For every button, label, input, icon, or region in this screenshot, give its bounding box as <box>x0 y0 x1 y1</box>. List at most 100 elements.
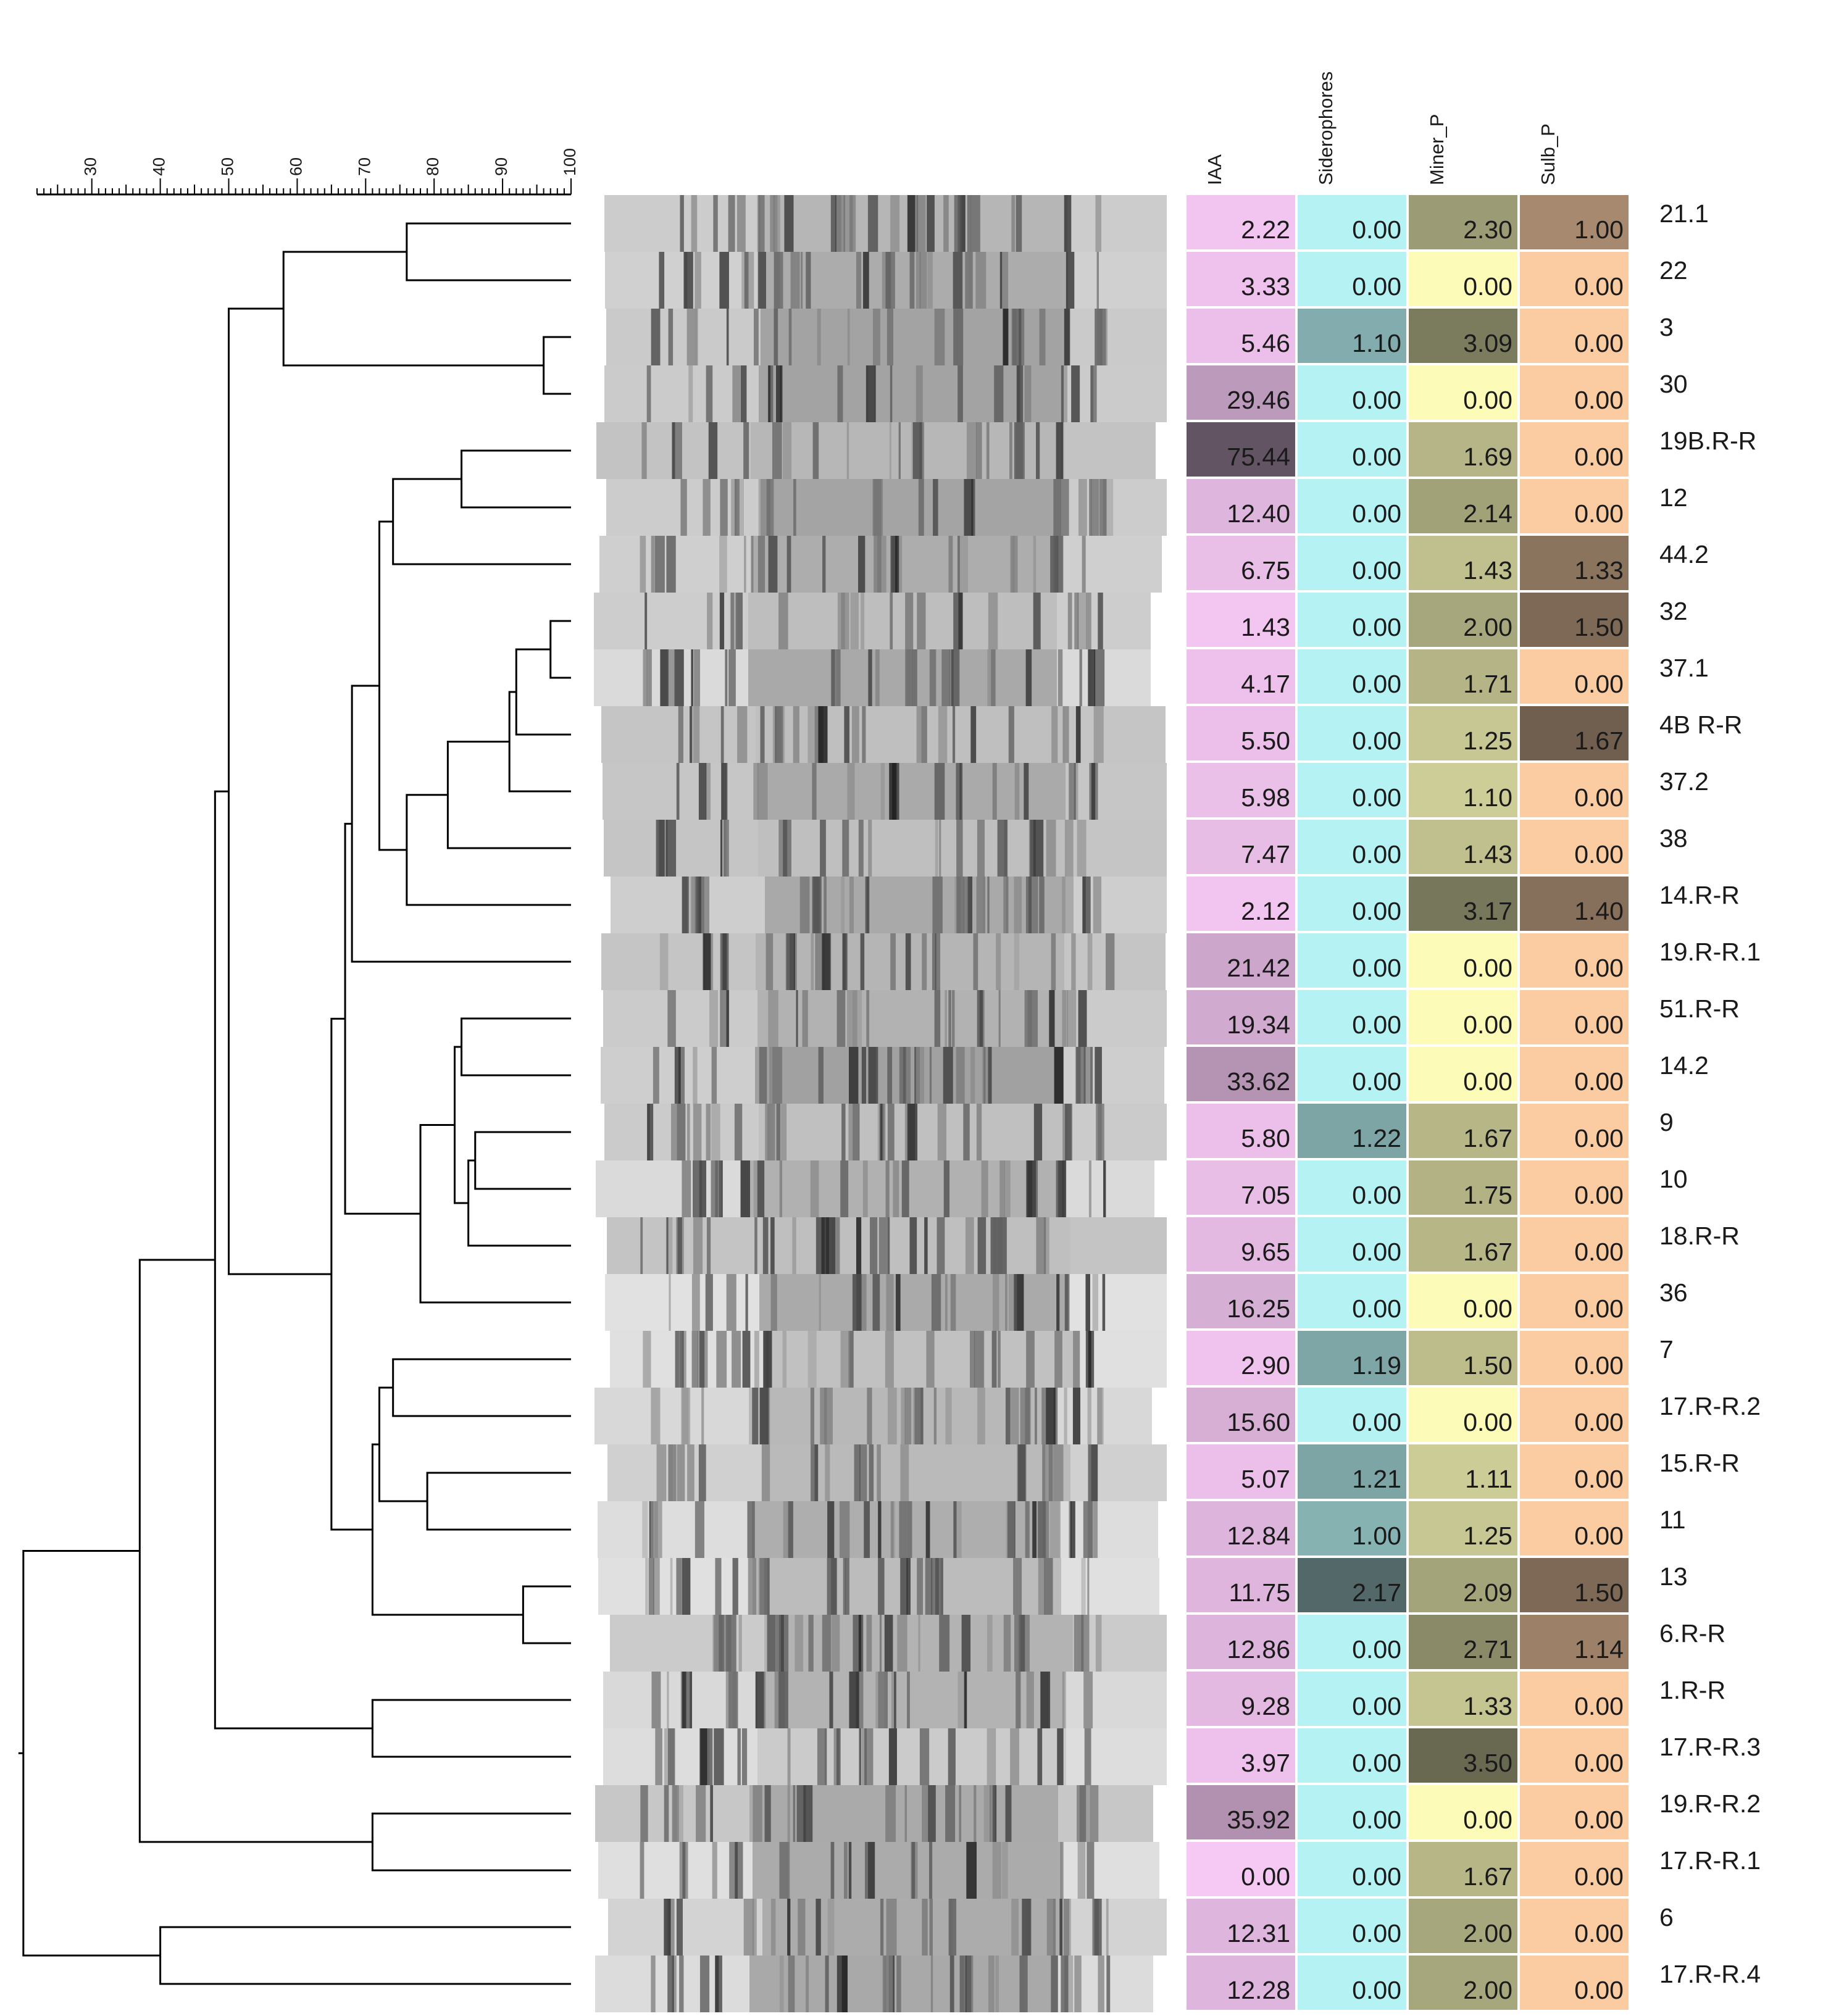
value-cell-text: 1.00 <box>1352 1522 1401 1550</box>
gel-band <box>993 1217 1003 1274</box>
gel-band <box>911 1842 918 1899</box>
strain-label: 18.R-R <box>1659 1222 1740 1250</box>
strain-label: 19.R-R.1 <box>1659 938 1761 966</box>
gel-band <box>953 593 963 649</box>
gel-smear <box>757 990 1066 1047</box>
gel-band <box>999 252 1003 309</box>
gel-band <box>655 536 665 593</box>
value-cell-text: 0.00 <box>1352 783 1401 812</box>
value-cell <box>1409 252 1517 306</box>
gel-band <box>774 252 783 309</box>
value-cell-text: 5.80 <box>1241 1124 1290 1152</box>
value-cell-text: 75.44 <box>1227 443 1290 471</box>
gel-band <box>943 1047 953 1104</box>
value-cell-text: 6.75 <box>1241 556 1290 585</box>
gel-band <box>686 309 698 365</box>
gel-band <box>1007 1501 1016 1558</box>
gel-band <box>954 195 961 252</box>
gel-band <box>827 1558 837 1615</box>
gel-band <box>1077 1842 1086 1899</box>
gel-band <box>905 593 914 649</box>
value-cell <box>1298 1672 1406 1726</box>
gel-band <box>666 536 676 593</box>
value-cell-text: 0.00 <box>1574 1124 1624 1152</box>
gel-band <box>814 1444 819 1501</box>
dendrogram-branch <box>378 520 407 851</box>
gel-band <box>994 365 1004 422</box>
gel-band <box>846 422 849 479</box>
gel-band <box>953 1501 957 1558</box>
gel-band <box>880 763 885 820</box>
gel-band <box>676 1217 684 1274</box>
gel-band <box>660 649 669 706</box>
gel-band <box>1005 1388 1011 1444</box>
value-cell-text: 0.00 <box>1352 1238 1401 1266</box>
gel-band <box>680 1672 686 1728</box>
gel-band <box>744 536 746 593</box>
gel-band <box>720 933 729 990</box>
gel-band <box>1072 1388 1080 1444</box>
strain-label: 9 <box>1659 1108 1674 1136</box>
value-cell-text: 0.00 <box>1574 1465 1624 1493</box>
value-cell-text: 3.50 <box>1463 1749 1512 1777</box>
gel-band <box>853 990 862 1047</box>
value-cell-text: 0.00 <box>1574 1408 1624 1436</box>
strain-label: 10 <box>1659 1165 1688 1193</box>
gel-band <box>996 1217 1007 1274</box>
gel-band <box>1061 365 1064 422</box>
gel-band <box>785 933 790 990</box>
gel-band <box>1013 1558 1022 1615</box>
gel-band <box>1064 1274 1070 1331</box>
value-cell <box>1409 820 1517 874</box>
gel-band <box>933 479 938 536</box>
gel-band <box>911 422 914 479</box>
value-cell <box>1409 479 1517 533</box>
value-cell <box>1409 422 1517 477</box>
gel-band <box>640 1842 645 1899</box>
gel-band <box>934 309 945 365</box>
gel-band <box>848 1842 852 1899</box>
gel-band <box>1043 1558 1053 1615</box>
value-cell <box>1409 1899 1517 1953</box>
gel-band <box>1073 1331 1080 1388</box>
value-cell-text: 29.46 <box>1227 386 1290 414</box>
gel-band <box>778 593 788 649</box>
gel-band <box>1077 593 1087 649</box>
strain-label: 7 <box>1659 1335 1674 1364</box>
value-cell-text: 3.09 <box>1463 329 1512 357</box>
gel-band <box>904 1388 912 1444</box>
gel-band <box>674 422 682 479</box>
gel-band <box>878 1558 885 1615</box>
gel-band <box>879 1615 882 1672</box>
gel-band <box>819 1274 821 1331</box>
gel-band <box>728 195 735 252</box>
gel-band <box>1067 593 1072 649</box>
trait-value-table: 2.22 0.00 2.30 1.00 3.33 0.00 0.00 0.00 5.46 1.10… <box>1187 195 1629 2010</box>
gel-band <box>651 1501 658 1558</box>
gel-band <box>737 479 744 536</box>
gel-band <box>1094 1899 1102 1956</box>
gel-band <box>848 1047 859 1104</box>
gel-band <box>906 1558 911 1615</box>
gel-band <box>666 1217 669 1274</box>
gel-band <box>1051 706 1058 763</box>
value-cell-shade <box>1298 1444 1406 1499</box>
gel-band <box>720 479 728 536</box>
gel-band <box>861 1047 866 1104</box>
value-cell <box>1187 195 1295 249</box>
value-cell <box>1187 1785 1295 1839</box>
strain-label: 14.R-R <box>1659 881 1740 909</box>
gel-band <box>677 1104 686 1160</box>
gel-band <box>927 252 933 309</box>
gel-band <box>948 536 953 593</box>
value-cell <box>1520 1956 1629 2010</box>
gel-band <box>1000 252 1009 309</box>
value-cell <box>1409 649 1517 704</box>
gel-band <box>720 820 723 877</box>
gel-band <box>671 1104 677 1160</box>
gel-band <box>831 1558 838 1615</box>
gel-band <box>798 1899 806 1956</box>
gel-band <box>674 1047 681 1104</box>
value-cell <box>1187 1558 1295 1612</box>
